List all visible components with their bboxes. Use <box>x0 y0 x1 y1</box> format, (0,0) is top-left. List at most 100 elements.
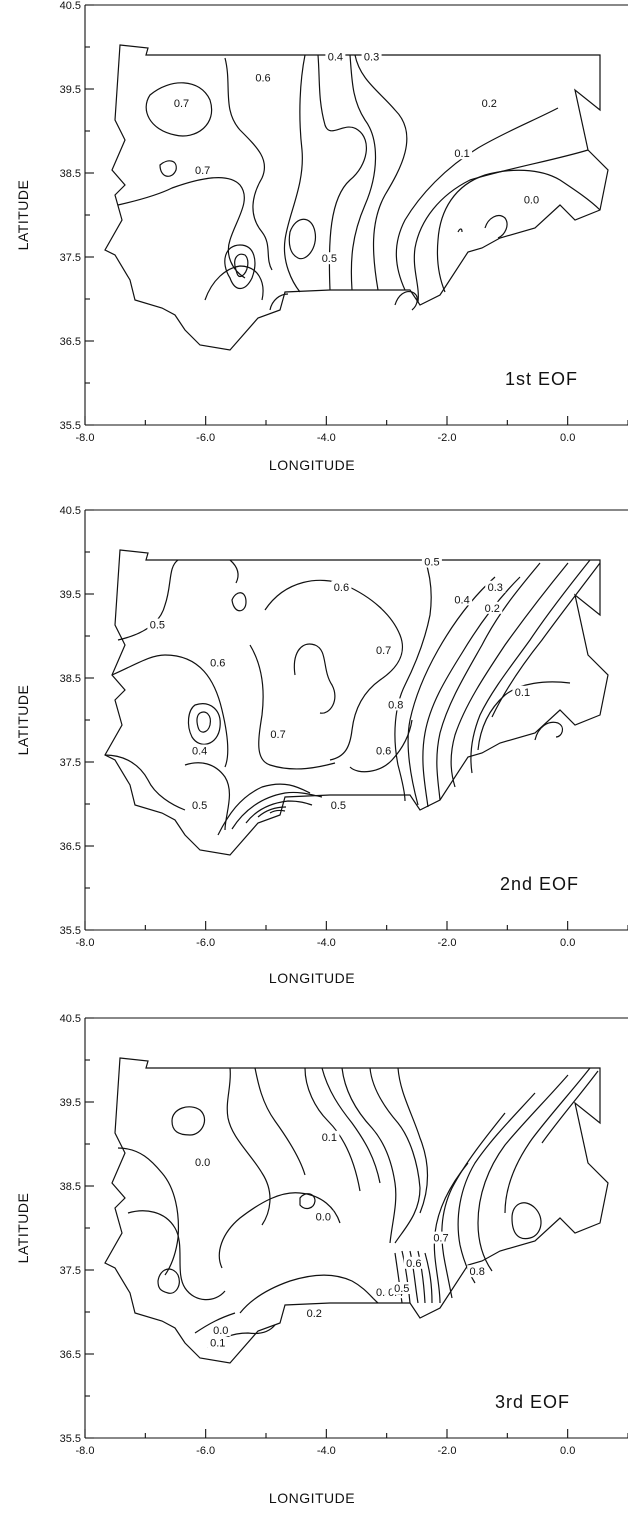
contour-line <box>413 149 589 303</box>
contour-line <box>226 1067 271 1226</box>
contour-label: 0.5 <box>394 1283 409 1295</box>
x-tick-label: -4.0 <box>317 432 336 444</box>
y-ticks <box>85 509 94 931</box>
contour-label-bg <box>192 164 213 176</box>
contour-line <box>299 1193 316 1210</box>
contour-label-bg <box>189 799 210 812</box>
contour-line <box>321 1067 381 1184</box>
contour-label: 0.6 <box>210 657 225 669</box>
panel-label: 3rd EOF <box>495 1392 570 1412</box>
contour-label: 0.5 <box>192 800 207 812</box>
contour-label: 0.5 <box>150 620 165 632</box>
y-tick-label: 35.5 <box>60 420 81 432</box>
contour-label-bg <box>189 744 210 757</box>
contour-line <box>283 54 306 293</box>
contour-label: 0.2 <box>482 98 497 110</box>
contour-label: 0.2 <box>485 603 500 615</box>
contour-line <box>317 54 367 291</box>
contour-line <box>187 703 221 745</box>
x-tick-label: -6.0 <box>196 937 215 949</box>
contour-line <box>293 643 336 714</box>
y-tick-labels: 35.5 36.5 37.5 38.5 39.5 40.5 <box>60 505 81 937</box>
eof-panel-1: -8.0 -6.0 -4.0 -2.0 0.0 35.5 36.5 37.5 38.5 39.5… <box>0 0 628 490</box>
y-tick-label: 37.5 <box>60 757 81 769</box>
x-tick-labels: -8.0 -6.0 -4.0 -2.0 0.0 <box>76 1445 576 1457</box>
contour-line <box>224 244 256 290</box>
contour-line <box>239 1274 379 1314</box>
contour-label-bg <box>319 1130 340 1143</box>
y-tick-labels: 35.5 36.5 37.5 38.5 39.5 40.5 <box>60 1013 81 1445</box>
contour-line <box>436 562 541 801</box>
contour-label: 0.5 <box>322 253 337 265</box>
contour-line <box>288 218 317 260</box>
contour-line <box>194 1312 236 1334</box>
panel-label: 1st EOF <box>505 369 578 389</box>
y-tick-label: 38.5 <box>60 1181 81 1193</box>
contour-line <box>269 809 286 814</box>
contour-label: 0.6 <box>376 746 391 758</box>
x-tick-labels: -8.0 -6.0 -4.0 -2.0 0.0 <box>76 432 576 444</box>
contour-label: 0.7 <box>433 1233 448 1245</box>
contour-label-bg <box>485 580 506 593</box>
contour-line <box>534 721 564 741</box>
y-tick-label: 37.5 <box>60 1265 81 1277</box>
contour-label-bg <box>325 50 346 63</box>
x-tick-label: 0.0 <box>560 937 575 949</box>
contour-label-bg <box>331 580 352 593</box>
panel-label: 2nd EOF <box>500 874 579 894</box>
y-tick-label: 36.5 <box>60 336 81 348</box>
contour-line <box>470 559 591 774</box>
x-ticks <box>84 1429 628 1438</box>
contour-label-bg <box>521 193 542 206</box>
contour-line <box>417 1250 426 1304</box>
contour-line <box>264 579 403 761</box>
y-tick-label: 39.5 <box>60 1097 81 1109</box>
y-axis-title: LATITUDE <box>15 685 31 756</box>
contour-line <box>511 1202 542 1240</box>
contour-label-bg <box>430 1231 451 1244</box>
x-tick-label: -4.0 <box>317 1445 336 1457</box>
contour-label: 0.1 <box>454 148 469 160</box>
contour-label-bg <box>452 593 473 606</box>
contour-label: 0.7 <box>270 729 285 741</box>
contour-line <box>104 754 186 811</box>
contour-label-bg <box>268 727 289 740</box>
contour-label: 0.1 <box>210 1338 225 1350</box>
x-tick-label: -8.0 <box>76 432 95 444</box>
contour-label: 0.7 <box>174 98 189 110</box>
contour-label: 0.0 <box>316 1212 331 1224</box>
study-region-boundary <box>104 1057 609 1364</box>
y-axis-title: LATITUDE <box>15 180 31 251</box>
y-tick-label: 38.5 <box>60 673 81 685</box>
contour-label-bg <box>304 1307 325 1320</box>
y-ticks <box>85 4 94 426</box>
y-tick-label: 35.5 <box>60 1433 81 1445</box>
contour-line <box>145 82 213 137</box>
contour-line <box>117 1147 180 1276</box>
contour-label-bg <box>252 71 273 84</box>
contour-label-bg <box>385 698 406 711</box>
contour-line <box>349 719 413 773</box>
x-tick-label: -8.0 <box>76 937 95 949</box>
contour-label: 0.6 <box>334 582 349 594</box>
x-ticks <box>84 416 628 425</box>
contour-label-bg <box>373 643 394 656</box>
contour-line <box>184 762 230 831</box>
contour-line <box>254 1067 306 1176</box>
contour-label-bg <box>482 601 503 614</box>
contour-line <box>224 57 273 271</box>
x-tick-label: -4.0 <box>317 937 336 949</box>
contour-line <box>369 1067 421 1244</box>
axes-frame <box>84 1017 628 1439</box>
contour-label: 0.0 <box>195 1157 210 1169</box>
contour-line <box>171 1106 205 1136</box>
contour-line <box>401 1250 411 1304</box>
y-tick-label: 35.5 <box>60 925 81 937</box>
contour-line <box>484 215 508 239</box>
contour-line <box>234 253 249 278</box>
contour-line <box>397 1067 429 1214</box>
contour-label: 0.7 <box>376 645 391 657</box>
eof-chart-2: -8.0 -6.0 -4.0 -2.0 0.0 35.5 36.5 37.5 38.5 39.5… <box>15 505 628 986</box>
x-tick-label: 0.0 <box>560 432 575 444</box>
study-region-boundary <box>104 549 609 856</box>
